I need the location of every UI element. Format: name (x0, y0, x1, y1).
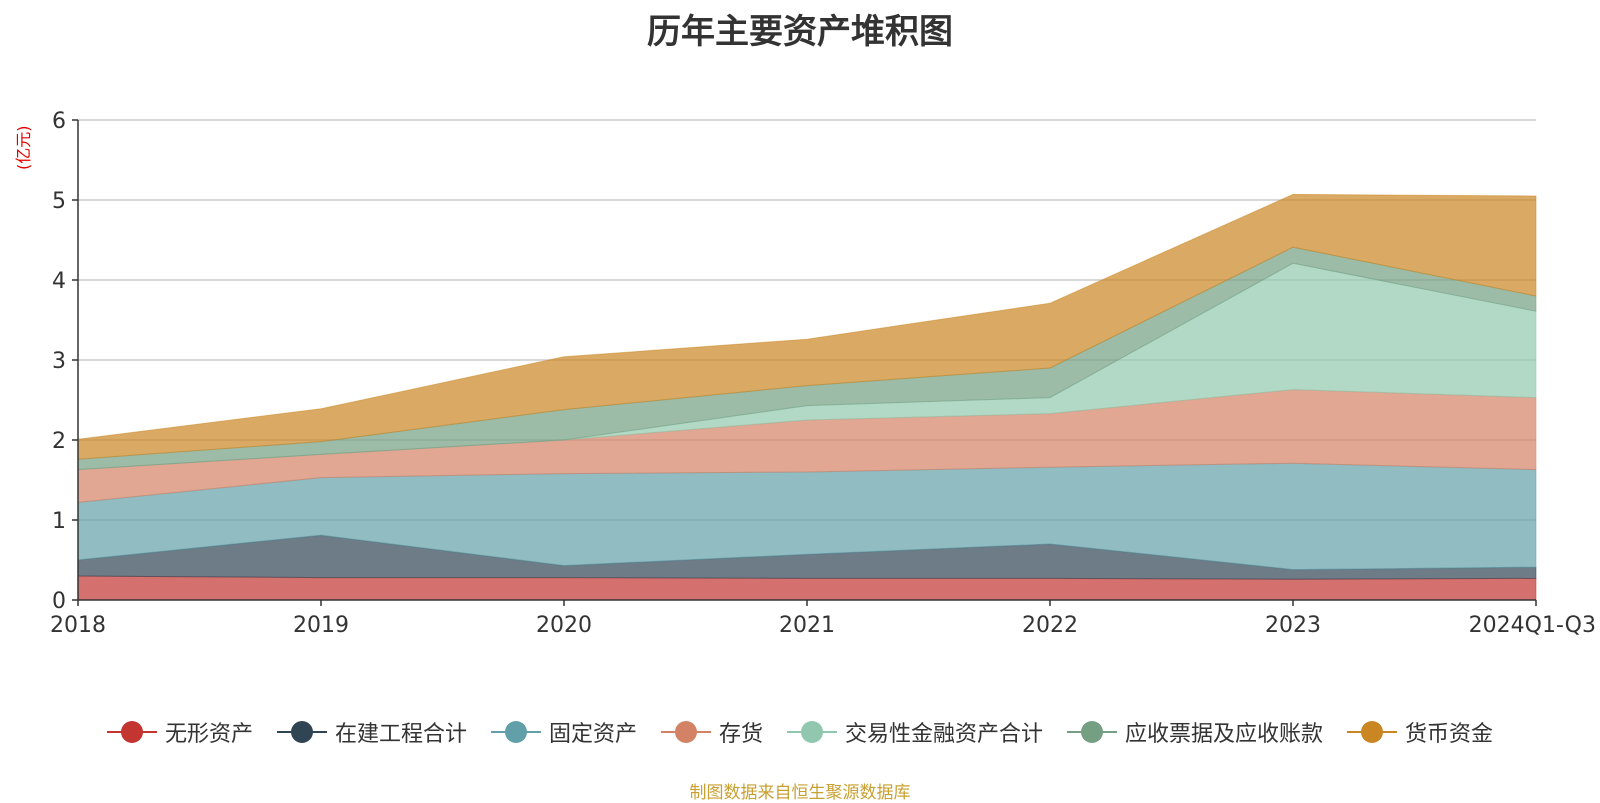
x-tick-label: 2023 (1265, 613, 1321, 638)
legend-label: 货币资金 (1405, 722, 1494, 747)
x-tick-label: 2022 (1022, 613, 1078, 638)
legend-marker-icon (1347, 720, 1398, 744)
x-tick-label: 2021 (779, 613, 835, 638)
legend-label: 应收票据及应收账款 (1125, 722, 1324, 747)
x-tick-label: 2018 (50, 613, 106, 638)
legend-marker-icon (660, 720, 711, 744)
legend-label: 存货 (718, 722, 763, 747)
y-tick-label: 1 (52, 509, 66, 534)
y-tick-label: 3 (52, 349, 66, 374)
area-series-6 (77, 193, 1537, 460)
legend-item-3[interactable]: 存货 (660, 716, 763, 748)
legend-marker-icon (490, 720, 541, 744)
legend-marker-icon (787, 720, 837, 744)
stacked-area-chart: 0 1 2 3 4 5 6 2018 2019 2020 2021 2022 2023 2024Q1-Q3 (50, 109, 1596, 638)
legend-item-6[interactable]: 货币资金 (1347, 716, 1493, 748)
legend-item-4[interactable]: 交易性金融资产合计 (787, 716, 1043, 748)
y-tick-label: 6 (52, 109, 66, 134)
legend-label: 固定资产 (548, 722, 637, 747)
legend-item-1[interactable]: 在建工程合计 (276, 716, 467, 748)
x-tick-label: 2024Q1-Q3 (1469, 613, 1596, 638)
y-tick-label: 2 (52, 429, 66, 454)
legend-label: 无形资产 (164, 722, 253, 747)
source-note: 制图数据来自恒生聚源数据库 (689, 783, 911, 803)
y-tick-label: 5 (52, 189, 66, 214)
x-tick-label: 2019 (293, 613, 349, 638)
legend-item-5[interactable]: 应收票据及应收账款 (1067, 716, 1323, 748)
y-tick-label: 4 (52, 269, 66, 294)
axes: 0 1 2 3 4 5 6 2018 2019 2020 2021 2022 2023 2024Q1-Q3 (50, 109, 1596, 638)
legend-label: 在建工程合计 (334, 722, 467, 747)
area-series (77, 193, 1537, 601)
legend-item-0[interactable]: 无形资产 (106, 716, 253, 748)
legend-item-2[interactable]: 固定资产 (490, 716, 637, 748)
legend-marker-icon (1067, 720, 1118, 744)
legend: 无形资产 在建工程合计 固定资产 存货 交易性金融资产合计 应收票据及应收账款 货币资金 (0, 716, 1600, 748)
legend-marker-icon (106, 720, 157, 744)
x-tick-label: 2020 (536, 613, 592, 638)
legend-marker-icon (276, 720, 327, 744)
chart-title: 历年主要资产堆积图 (647, 12, 953, 52)
legend-label: 交易性金融资产合计 (845, 722, 1044, 747)
y-tick-label: 0 (52, 589, 66, 614)
